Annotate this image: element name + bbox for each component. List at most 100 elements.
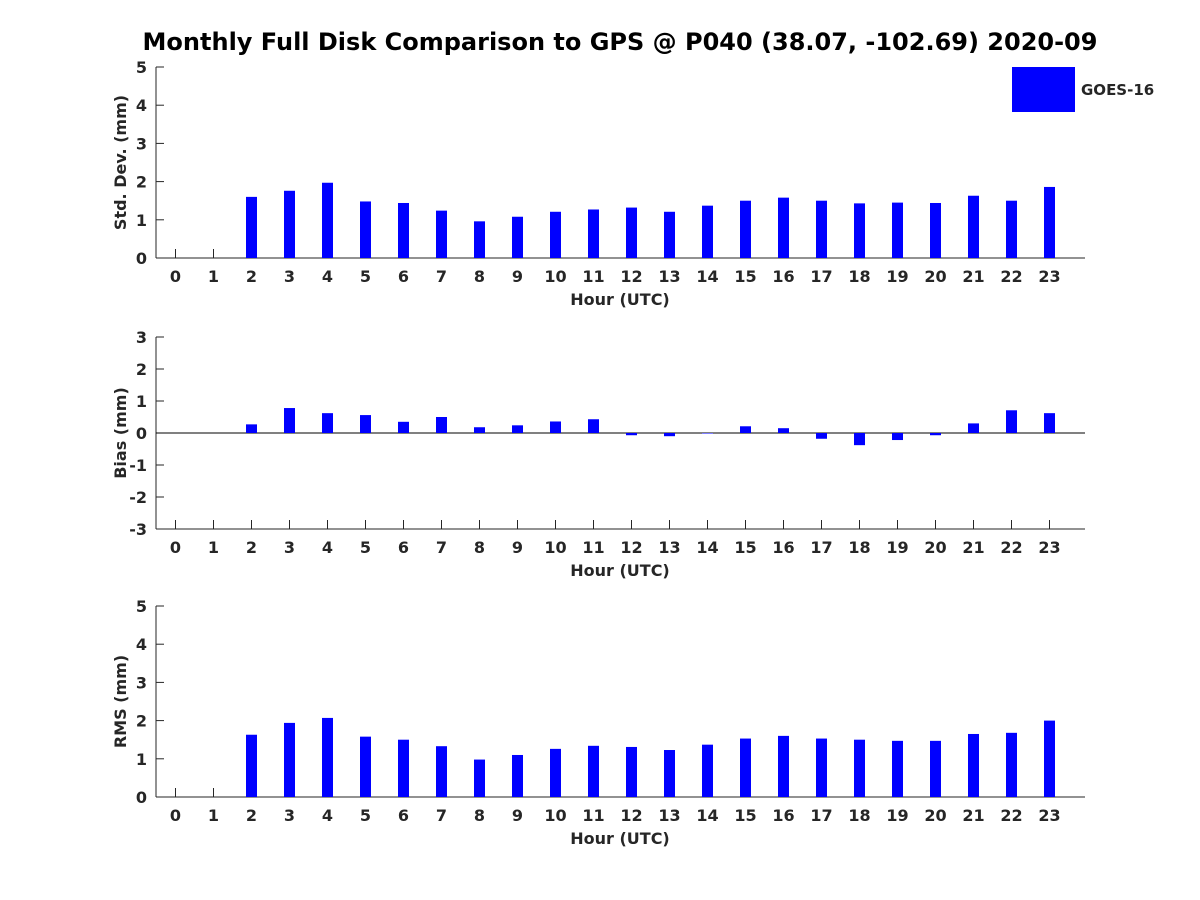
- bar-hour-20: [930, 202, 941, 258]
- x-tick-label: 22: [1000, 267, 1022, 286]
- legend: GOES-16: [1012, 67, 1154, 112]
- bar-hour-23: [1044, 186, 1055, 258]
- y-axis-label: Std. Dev. (mm): [111, 95, 130, 230]
- x-tick-label: 2: [246, 806, 257, 825]
- bar-hour-10: [550, 748, 561, 797]
- y-tick-label: 1: [136, 750, 147, 769]
- y-tick-label: 3: [136, 134, 147, 153]
- bar-hour-14: [702, 744, 713, 797]
- bar-hour-5: [360, 415, 371, 433]
- x-tick-label: 23: [1038, 267, 1060, 286]
- bar-hour-4: [322, 717, 333, 797]
- bar-hour-2: [246, 196, 257, 258]
- x-tick-label: 9: [512, 806, 523, 825]
- x-tick-label: 13: [658, 806, 680, 825]
- x-tick-label: 2: [246, 538, 257, 557]
- x-tick-label: 21: [962, 538, 984, 557]
- x-tick-label: 6: [398, 538, 409, 557]
- y-tick-label: 5: [136, 597, 147, 616]
- bar-hour-4: [322, 413, 333, 433]
- x-axis-label: Hour (UTC): [570, 561, 670, 580]
- bar-hour-11: [588, 419, 599, 433]
- x-tick-label: 20: [924, 538, 946, 557]
- x-tick-label: 18: [848, 267, 870, 286]
- bar-hour-15: [740, 738, 751, 797]
- bar-hour-16: [778, 735, 789, 797]
- bar-hour-8: [474, 221, 485, 258]
- x-tick-label: 12: [620, 267, 642, 286]
- x-tick-label: 7: [436, 267, 447, 286]
- x-tick-label: 6: [398, 806, 409, 825]
- x-tick-label: 3: [284, 538, 295, 557]
- bar-hour-6: [398, 421, 409, 433]
- x-tick-label: 13: [658, 538, 680, 557]
- bar-hour-7: [436, 417, 447, 433]
- bar-hour-17: [816, 433, 827, 439]
- bar-hour-13: [664, 750, 675, 797]
- y-tick-label: 4: [136, 96, 147, 115]
- y-axis-label: RMS (mm): [111, 655, 130, 748]
- bar-hour-20: [930, 433, 941, 436]
- y-tick-label: -3: [129, 520, 147, 539]
- bar-hour-22: [1006, 200, 1017, 258]
- bar-hour-9: [512, 216, 523, 258]
- legend-swatch: [1012, 67, 1075, 112]
- x-tick-label: 4: [322, 267, 333, 286]
- bar-hour-12: [626, 207, 637, 258]
- x-tick-label: 18: [848, 538, 870, 557]
- bar-hour-7: [436, 746, 447, 797]
- bar-hour-5: [360, 201, 371, 258]
- x-tick-label: 19: [886, 267, 908, 286]
- bar-hour-19: [892, 433, 903, 441]
- bar-hour-15: [740, 200, 751, 258]
- bar-hour-9: [512, 425, 523, 433]
- y-tick-label: 3: [136, 328, 147, 347]
- x-tick-label: 14: [696, 267, 718, 286]
- y-tick-label: 1: [136, 392, 147, 411]
- bar-hour-5: [360, 736, 371, 797]
- bar-hour-18: [854, 739, 865, 797]
- bar-hour-2: [246, 424, 257, 433]
- bar-hour-22: [1006, 410, 1017, 433]
- legend-label: GOES-16: [1081, 81, 1154, 99]
- x-tick-label: 13: [658, 267, 680, 286]
- x-tick-label: 14: [696, 538, 718, 557]
- bar-hour-3: [284, 190, 295, 258]
- bar-hour-23: [1044, 720, 1055, 797]
- bar-hour-8: [474, 427, 485, 433]
- x-tick-label: 5: [360, 267, 371, 286]
- x-tick-label: 15: [734, 538, 756, 557]
- bar-hour-16: [778, 428, 789, 433]
- x-tick-label: 3: [284, 806, 295, 825]
- x-tick-label: 7: [436, 538, 447, 557]
- x-tick-label: 8: [474, 806, 485, 825]
- bar-hour-11: [588, 209, 599, 258]
- bar-hour-21: [968, 733, 979, 797]
- x-tick-label: 5: [360, 806, 371, 825]
- bar-hour-18: [854, 203, 865, 258]
- bar-hour-20: [930, 740, 941, 797]
- bar-hour-15: [740, 426, 751, 433]
- x-tick-label: 10: [544, 267, 566, 286]
- x-tick-label: 8: [474, 267, 485, 286]
- x-tick-label: 18: [848, 806, 870, 825]
- x-tick-label: 6: [398, 267, 409, 286]
- x-tick-label: 20: [924, 806, 946, 825]
- x-tick-label: 11: [582, 806, 604, 825]
- bar-hour-22: [1006, 732, 1017, 797]
- bar-hour-19: [892, 202, 903, 258]
- y-tick-label: 3: [136, 673, 147, 692]
- x-tick-label: 1: [208, 538, 219, 557]
- x-tick-label: 10: [544, 806, 566, 825]
- x-tick-label: 4: [322, 806, 333, 825]
- bar-hour-2: [246, 734, 257, 797]
- x-tick-label: 17: [810, 538, 832, 557]
- bar-hour-3: [284, 408, 295, 433]
- x-tick-label: 23: [1038, 806, 1060, 825]
- bar-hour-21: [968, 195, 979, 258]
- y-tick-label: -1: [129, 456, 147, 475]
- x-tick-label: 5: [360, 538, 371, 557]
- x-tick-label: 12: [620, 538, 642, 557]
